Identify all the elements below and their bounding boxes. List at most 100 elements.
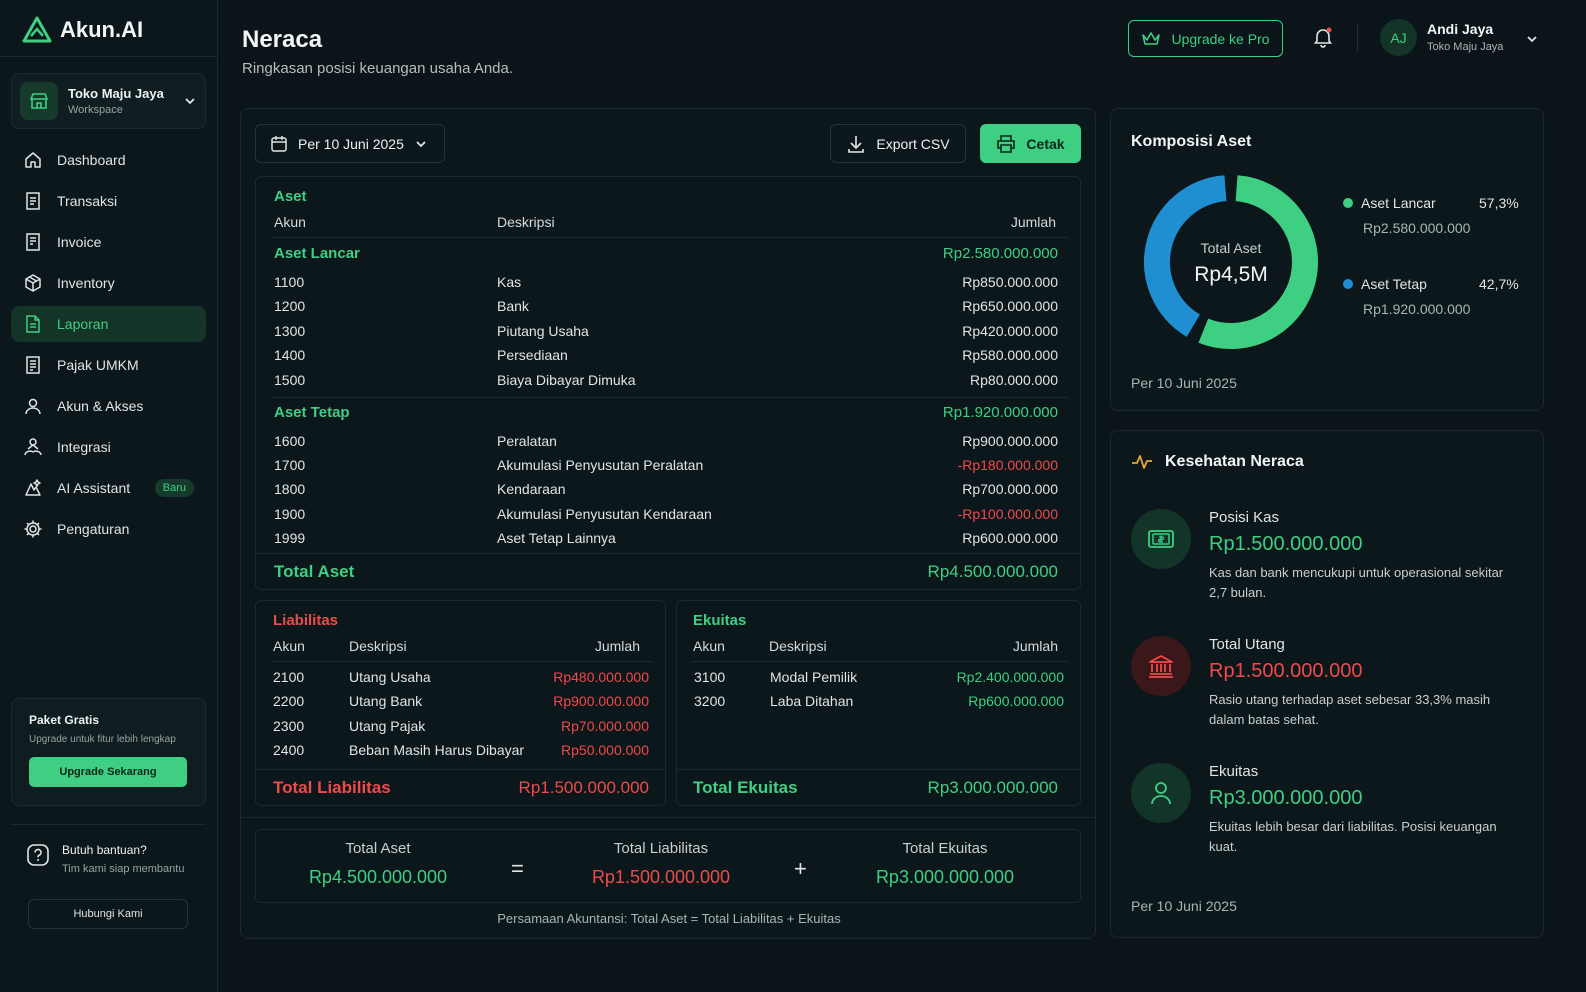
table-row: 1700 Akumulasi Penyusutan Peralatan -Rp180… <box>274 457 1058 481</box>
avatar[interactable]: AJ <box>1380 19 1417 56</box>
table-row: 3200 Laba Ditahan Rp600.000.000 <box>694 693 1064 717</box>
sidebar-item-ai-assistant[interactable]: AI Assistant Baru <box>11 470 206 506</box>
table-row: 1500 Biaya Dibayar Dimuka Rp80.000.000 <box>274 372 1058 396</box>
legend-name: Aset Tetap <box>1361 276 1427 292</box>
account-code: 2200 <box>273 693 305 710</box>
print-label: Cetak <box>1026 135 1065 152</box>
equation-ekuitas: Total Ekuitas Rp3.000.000.000 <box>825 840 1065 888</box>
chevron-down-icon <box>416 140 426 147</box>
group-label: Aset Tetap <box>274 404 350 421</box>
divider <box>1357 24 1358 52</box>
account-description: Beban Masih Harus Dibayar <box>349 741 525 758</box>
workspace-switcher[interactable]: Toko Maju Jaya Workspace <box>11 73 206 129</box>
account-code: 1200 <box>274 298 306 315</box>
account-description: Piutang Usaha <box>497 322 589 339</box>
printer-icon <box>997 134 1016 153</box>
plus-sign: + <box>794 856 807 881</box>
divider <box>256 769 665 770</box>
bank-icon <box>1131 636 1191 696</box>
account-description: Aset Tetap Lainnya <box>497 529 616 546</box>
donut-slice-aset-lancar <box>1198 175 1318 349</box>
health-value: Rp1.500.000.000 <box>1209 533 1363 555</box>
total-value: Rp4.500.000.000 <box>927 562 1058 581</box>
legend-amount: Rp2.580.000.000 <box>1363 220 1471 236</box>
equation-value: Rp1.500.000.000 <box>591 867 731 887</box>
sidebar-nav: Dashboard Transaksi Invoice Inventory Lapora… <box>11 142 206 552</box>
legend-name: Aset Lancar <box>1361 195 1436 211</box>
asset-table: Aset Akun Deskripsi Jumlah Aset Lancar R… <box>255 176 1081 590</box>
workspace-name: Toko Maju Jaya <box>68 86 164 101</box>
export-csv-button[interactable]: Export CSV <box>830 124 966 163</box>
sidebar-item-dashboard[interactable]: Dashboard <box>11 142 206 178</box>
sidebar-item-laporan[interactable]: Laporan <box>11 306 206 342</box>
receipt-icon <box>26 192 40 210</box>
account-description: Modal Pemilik <box>770 669 858 685</box>
print-button[interactable]: Cetak <box>980 124 1081 163</box>
sidebar-item-label: Laporan <box>57 316 109 332</box>
brand[interactable]: Akun.AI <box>22 16 143 44</box>
page-title: Neraca <box>242 26 323 53</box>
health-label: Ekuitas <box>1209 763 1259 780</box>
account-description: Peralatan <box>497 433 557 449</box>
upgrade-pro-button[interactable]: Upgrade ke Pro <box>1128 20 1283 57</box>
sidebar-item-integrasi[interactable]: Integrasi <box>11 429 206 465</box>
group-aset-lancar: Aset Lancar Rp2.580.000.000 <box>274 245 1058 269</box>
donut-center-value: Rp4,5M <box>1194 263 1268 286</box>
sidebar-item-label: Pengaturan <box>57 521 130 537</box>
col-header-akun: Akun <box>273 638 305 654</box>
account-description: Akumulasi Penyusutan Peralatan <box>497 457 704 474</box>
account-description: Persediaan <box>497 347 568 364</box>
account-description: Laba Ditahan <box>770 693 854 709</box>
table-row: 1800 Kendaraan Rp700.000.000 <box>274 481 1058 505</box>
help-title: Butuh bantuan? <box>62 843 147 857</box>
divider <box>270 661 653 662</box>
calendar-icon <box>271 135 287 152</box>
balance-health-card: Kesehatan Neraca Posisi Kas Rp1.500.000.0… <box>1110 430 1544 938</box>
account-code: 1800 <box>274 481 306 498</box>
chevron-down-icon[interactable] <box>1525 32 1539 46</box>
sidebar-item-transaksi[interactable]: Transaksi <box>11 183 206 219</box>
user-menu[interactable]: Andi Jaya Toko Maju Jaya <box>1427 21 1503 53</box>
donut-slice-aset-tetap <box>1144 175 1227 337</box>
account-amount: Rp420.000.000 <box>962 322 1058 339</box>
liabilities-title: Liabilitas <box>273 612 339 629</box>
legend-percent: 42,7% <box>1479 276 1519 292</box>
table-row: 1200 Bank Rp650.000.000 <box>274 298 1058 322</box>
table-row: 1400 Persediaan Rp580.000.000 <box>274 347 1058 371</box>
user-icon <box>25 398 41 415</box>
store-icon <box>20 82 58 120</box>
divider <box>272 237 1068 238</box>
upgrade-now-button[interactable]: Upgrade Sekarang <box>29 757 187 787</box>
table-row: 2300 Utang Pajak Rp70.000.000 <box>273 718 649 742</box>
account-amount: -Rp180.000.000 <box>957 457 1058 474</box>
sidebar-item-invoice[interactable]: Invoice <box>11 224 206 260</box>
contact-button[interactable]: Hubungi Kami <box>28 899 188 929</box>
chevron-down-icon <box>185 98 195 105</box>
cash-icon <box>1131 509 1191 569</box>
notification-bell[interactable] <box>1312 26 1334 51</box>
equation-note: Persamaan Akuntansi: Total Aset = Total … <box>497 911 841 926</box>
account-amount: Rp480.000.000 <box>553 669 649 685</box>
sidebar-item-pengaturan[interactable]: Pengaturan <box>11 511 206 547</box>
table-row: 3100 Modal Pemilik Rp2.400.000.000 <box>694 669 1064 693</box>
sidebar-item-label: Inventory <box>57 275 115 291</box>
date-picker[interactable]: Per 10 Juni 2025 <box>255 124 445 163</box>
health-label: Total Utang <box>1209 636 1285 653</box>
account-amount: Rp850.000.000 <box>962 274 1058 290</box>
integration-icon <box>24 438 42 456</box>
account-amount: Rp580.000.000 <box>962 347 1058 364</box>
sidebar-item-pajak-umkm[interactable]: Pajak UMKM <box>11 347 206 383</box>
export-label: Export CSV <box>876 135 950 152</box>
col-header-deskripsi: Deskripsi <box>349 638 407 654</box>
account-description: Utang Usaha <box>349 669 431 685</box>
brand-name: Akun.AI <box>60 17 144 42</box>
legend-percent: 57,3% <box>1479 195 1519 211</box>
user-org: Toko Maju Jaya <box>1427 41 1504 53</box>
account-amount: Rp50.000.000 <box>561 741 649 758</box>
group-label: Aset Lancar <box>274 245 360 262</box>
divider <box>256 553 1080 554</box>
sidebar-item-inventory[interactable]: Inventory <box>11 265 206 301</box>
table-row: 1600 Peralatan Rp900.000.000 <box>274 433 1058 457</box>
account-code: 1600 <box>274 433 306 449</box>
sidebar-item-akun-akses[interactable]: Akun & Akses <box>11 388 206 424</box>
